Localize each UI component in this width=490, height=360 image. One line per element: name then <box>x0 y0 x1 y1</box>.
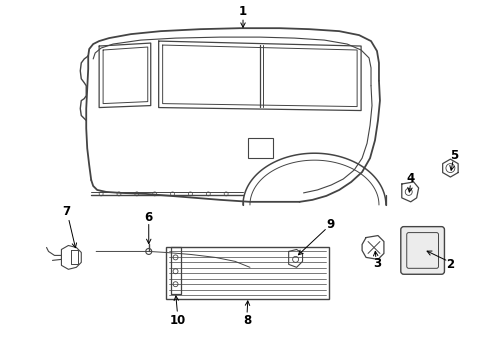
Text: 4: 4 <box>407 171 415 185</box>
Text: 8: 8 <box>243 314 251 327</box>
Bar <box>248 138 273 158</box>
FancyBboxPatch shape <box>401 227 444 274</box>
Text: 6: 6 <box>145 211 153 224</box>
Text: 1: 1 <box>239 5 247 18</box>
Bar <box>166 247 329 299</box>
Text: 9: 9 <box>326 218 335 231</box>
Text: 7: 7 <box>62 205 71 218</box>
Text: 3: 3 <box>373 257 381 270</box>
Text: 5: 5 <box>450 149 459 162</box>
Text: 10: 10 <box>170 314 186 327</box>
Text: 2: 2 <box>446 258 454 271</box>
FancyBboxPatch shape <box>407 233 439 268</box>
